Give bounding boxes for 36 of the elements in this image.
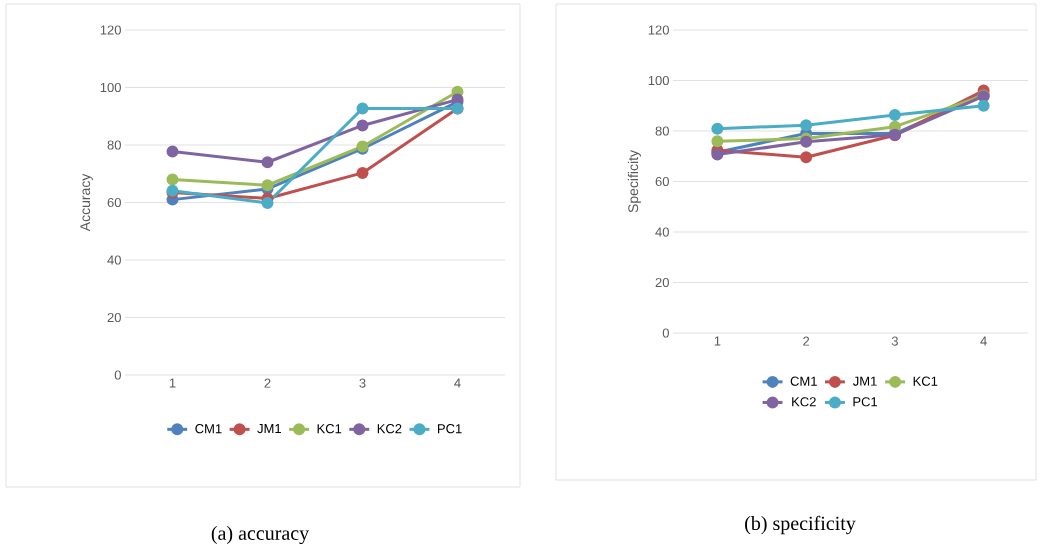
text: (a) accuracy	[211, 525, 310, 545]
x-tick-label: 4	[980, 336, 987, 346]
legend-label: JM1	[852, 376, 877, 386]
legend-label: CM1	[790, 376, 817, 386]
legend-label: KC1	[317, 424, 342, 434]
legend-label: JM1	[257, 424, 281, 434]
y-axis-title: Specificity	[627, 150, 641, 213]
legend-label: PC1	[438, 424, 462, 434]
y-tick-label: 100	[100, 82, 121, 93]
y-tick-label: 20	[655, 277, 669, 288]
x-tick-label: 2	[264, 378, 271, 388]
legend-label: PC1	[853, 397, 878, 407]
x-tick-label: 3	[359, 378, 366, 388]
y-tick-label: 0	[662, 328, 669, 338]
y-tick-label: 80	[107, 140, 121, 150]
text: (b) specificity	[745, 515, 856, 535]
x-tick-label: 2	[803, 336, 810, 346]
legend-label: KC1	[913, 376, 938, 386]
legend-label: KC2	[377, 424, 402, 434]
y-axis-title: Accuracy	[80, 173, 93, 232]
y-tick-label: 20	[107, 312, 121, 323]
y-tick-label: 0	[114, 370, 121, 380]
y-tick-label: 120	[648, 25, 669, 35]
y-tick-label: 80	[655, 126, 669, 136]
y-tick-label: 100	[648, 75, 669, 86]
y-tick-label: 120	[100, 25, 121, 35]
y-tick-label: 40	[655, 227, 669, 237]
x-tick-label: 4	[454, 378, 461, 388]
x-tick-label: 3	[891, 336, 898, 346]
legend-label: CM1	[195, 424, 222, 434]
y-tick-label: 60	[107, 197, 121, 208]
y-tick-label: 60	[655, 176, 669, 187]
x-tick-label: 1	[714, 336, 721, 346]
legend-label: KC2	[792, 397, 816, 407]
x-tick-label: 1	[169, 378, 176, 388]
y-tick-label: 40	[107, 255, 121, 265]
